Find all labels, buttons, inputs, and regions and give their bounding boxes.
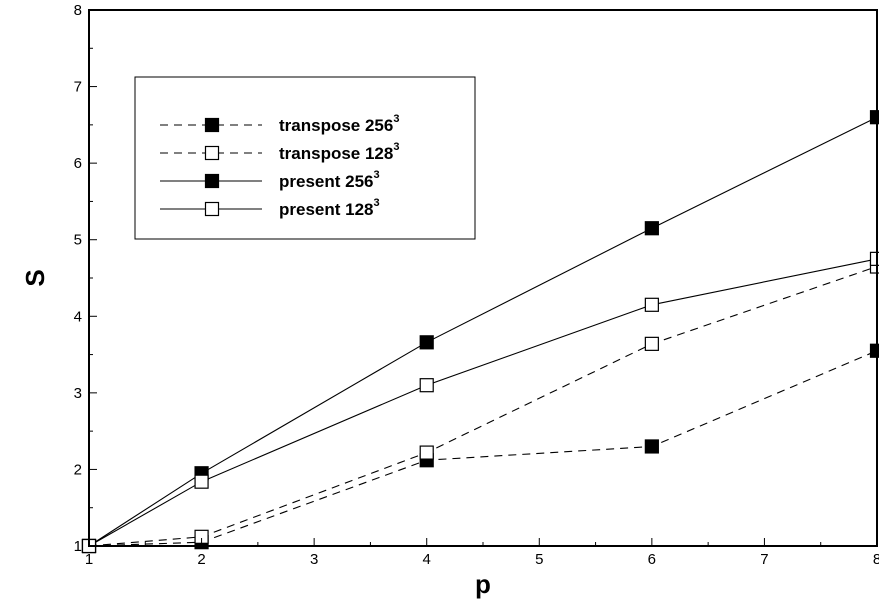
legend-label: present 1283 (279, 197, 380, 219)
present-128-series (83, 252, 879, 552)
legend-label: transpose 2563 (279, 113, 399, 135)
x-tick-label: 1 (85, 551, 93, 568)
legend-label: present 2563 (279, 169, 380, 191)
present-128-point (195, 475, 208, 488)
legend-marker (206, 119, 219, 132)
present-128-point (645, 298, 658, 311)
y-tick-label: 2 (74, 461, 82, 478)
x-tick-label: 2 (197, 551, 205, 568)
y-tick-label: 4 (74, 308, 82, 325)
x-tick-label: 6 (648, 551, 656, 568)
x-tick-label: 4 (423, 551, 431, 568)
legend-marker (206, 147, 219, 160)
legend: transpose 2563 transpose 1283 present 2563… (135, 77, 475, 239)
present-128-point (420, 379, 433, 392)
y-tick-label: 8 (74, 2, 82, 19)
x-tick-label: 7 (760, 551, 768, 568)
legend-label: transpose 1283 (279, 141, 399, 163)
present-256-point (420, 336, 433, 349)
present-128-line (89, 259, 877, 546)
x-tick-label: 3 (310, 551, 318, 568)
legend-marker (206, 203, 219, 216)
y-tick-label: 1 (74, 538, 82, 555)
transpose-128-point (420, 446, 433, 459)
y-tick-label: 3 (74, 385, 82, 402)
transpose-128-point (645, 337, 658, 350)
transpose-256-series (83, 344, 879, 552)
y-tick-label: 7 (74, 79, 82, 96)
x-tick-label: 5 (535, 551, 543, 568)
y-tick-label: 5 (74, 232, 82, 249)
transpose-256-point (645, 440, 658, 453)
transpose-128-line (89, 267, 877, 547)
x-axis-label: p (475, 569, 491, 599)
y-axis-label: S (20, 269, 50, 286)
transpose-128-series (83, 260, 879, 552)
y-tick-label: 6 (74, 155, 82, 172)
legend-marker (206, 175, 219, 188)
x-tick-label: 8 (873, 551, 879, 568)
transpose-256-line (89, 351, 877, 546)
present-256-point (645, 222, 658, 235)
